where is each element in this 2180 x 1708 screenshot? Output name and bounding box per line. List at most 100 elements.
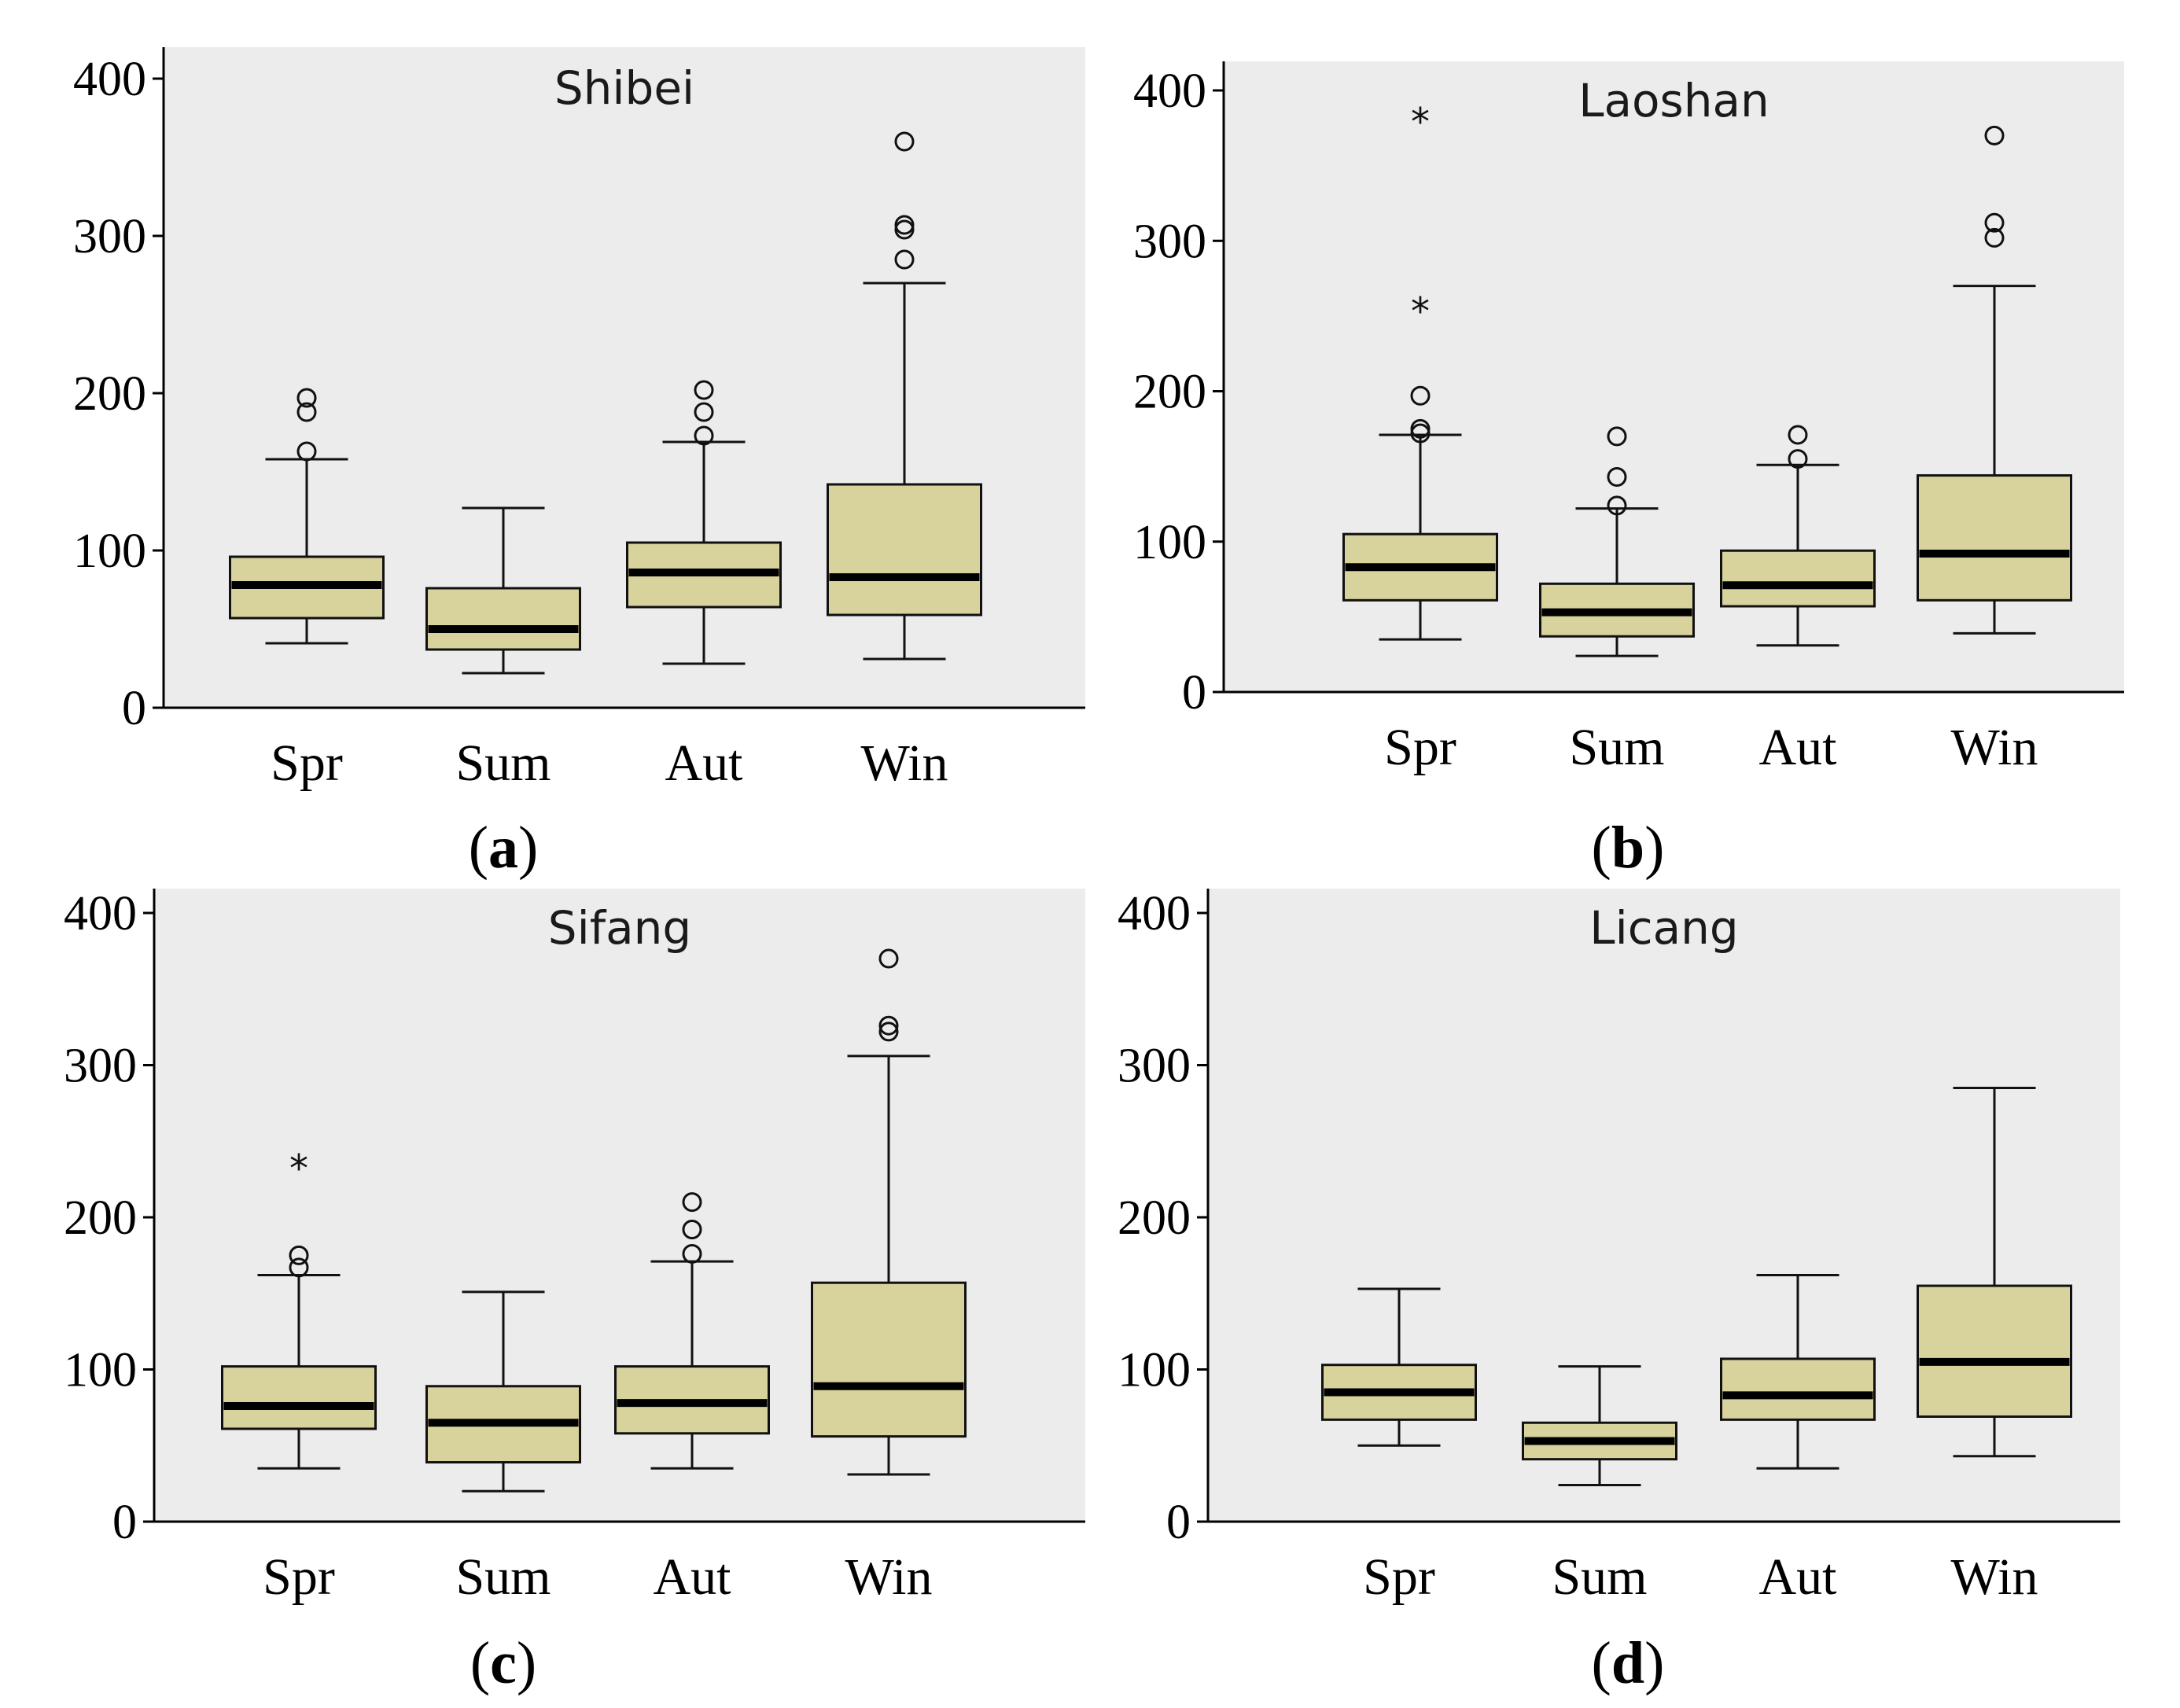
y-tick-label: 300: [1133, 215, 1206, 268]
outlier-point: [894, 249, 915, 270]
box-aut: [1720, 425, 1876, 647]
panel-label-a: (a): [468, 815, 539, 881]
panel-d: Licang 0 100 200 300 400 Spr Sum Aut Win: [1090, 853, 2180, 1702]
box-spr: **: [1342, 100, 1498, 641]
iqr-box: [1720, 549, 1876, 608]
outlier-point: [1984, 227, 2005, 248]
chart-title: Laoshan: [1578, 74, 1769, 127]
iqr-box: [425, 587, 581, 651]
iqr-box: [1917, 474, 2072, 602]
x-tick-label: Sum: [1569, 719, 1664, 776]
x-tick-label: Spr: [1363, 1548, 1435, 1606]
x-tick-label: Aut: [665, 734, 743, 792]
y-tick-label: 400: [73, 53, 146, 106]
outlier-point: [296, 441, 317, 462]
outlier-point: [878, 948, 899, 969]
panel-a: Shibei 0 100 200 300 400 Spr Sum Aut Win: [0, 0, 1090, 849]
outlier-point: [878, 1021, 899, 1042]
outlier-point: [878, 1015, 899, 1036]
panel-label-d: (d): [1591, 1630, 1665, 1696]
outlier-point: [1607, 495, 1627, 516]
box-win: [1917, 125, 2072, 635]
box-win: [811, 948, 967, 1476]
x-tick-label: Aut: [654, 1548, 731, 1606]
box-aut: [614, 1192, 770, 1470]
y-tick-label: 400: [1133, 64, 1206, 118]
x-tick-label: Win: [845, 1548, 933, 1606]
box-sum: [1539, 426, 1695, 657]
x-tick-label: Aut: [1759, 1548, 1837, 1606]
y-tick-label: 0: [1182, 666, 1206, 720]
extreme-point: *: [289, 1147, 308, 1191]
y-tick-label: 400: [1118, 887, 1191, 941]
panel-b: Laoshan 0 100 200 300 400 * * Spr Sum Aut Win: [1090, 0, 2180, 849]
outlier-point: [1788, 449, 1808, 469]
y-tick-label: 200: [1133, 366, 1206, 419]
x-tick-label: Spr: [263, 1548, 335, 1606]
outlier-point: [1984, 125, 2005, 145]
outlier-point: [694, 425, 714, 446]
panel-label-c: (c): [470, 1630, 537, 1696]
outlier-point: [894, 215, 915, 235]
chart-title: Licang: [1589, 901, 1738, 955]
y-tick-label: 0: [112, 1496, 137, 1549]
outlier-point: [894, 131, 915, 152]
y-tick-label: 300: [73, 210, 146, 263]
y-tick-label: 300: [64, 1040, 137, 1093]
x-tick-label: Sum: [455, 1548, 551, 1606]
outlier-point: [1607, 426, 1627, 447]
outlier-point: [682, 1219, 702, 1239]
x-tick-label: Sum: [455, 734, 551, 792]
x-tick-label: Sum: [1552, 1548, 1647, 1606]
outlier-point: [289, 1245, 309, 1265]
y-tick-label: 300: [1118, 1040, 1191, 1093]
y-tick-label: 0: [122, 682, 146, 735]
x-tick-label: Win: [1951, 1548, 2038, 1606]
chart-title: Shibei: [554, 61, 694, 115]
iqr-box: [221, 1365, 377, 1430]
x-tick-label: Win: [861, 734, 948, 792]
iqr-box: [1720, 1357, 1876, 1421]
x-tick-label: Aut: [1759, 719, 1837, 776]
outlier-point: [296, 402, 317, 422]
box-sum: [1522, 1365, 1677, 1487]
y-tick-label: 200: [1118, 1191, 1191, 1245]
y-tick-label: 200: [64, 1191, 137, 1245]
box-win: [827, 131, 982, 661]
outlier-point: [682, 1192, 702, 1213]
y-tick-label: 100: [1133, 516, 1206, 569]
y-tick-label: 100: [73, 525, 146, 578]
x-tick-label: Spr: [1384, 719, 1456, 776]
outlier-point: [682, 1243, 702, 1264]
outlier-point: [694, 402, 714, 422]
extreme-point: *: [1411, 289, 1430, 333]
outlier-point: [289, 1257, 309, 1278]
iqr-box: [827, 483, 982, 617]
outlier-point: [1410, 418, 1431, 439]
box-spr: [229, 388, 385, 645]
chart-title: Sifang: [548, 901, 691, 955]
box-spr: [1321, 1287, 1477, 1447]
y-tick-label: 100: [64, 1344, 137, 1397]
x-tick-label: Spr: [271, 734, 343, 792]
panel-label-b: (b): [1591, 815, 1665, 881]
outlier-point: [296, 388, 317, 408]
outlier-point: [1788, 425, 1808, 445]
outlier-point: [1607, 467, 1627, 488]
x-tick-label: Win: [1951, 719, 2038, 776]
box-aut: [626, 380, 782, 665]
chart-a: Shibei 0 100 200 300 400 Spr Sum Aut Win: [73, 47, 1085, 792]
chart-d: Licang 0 100 200 300 400 Spr Sum Aut Win: [1118, 887, 2120, 1606]
outlier-point: [1410, 385, 1431, 406]
outlier-point: [694, 380, 714, 400]
y-tick-label: 200: [73, 367, 146, 421]
iqr-box: [811, 1281, 967, 1438]
y-tick-label: 400: [64, 887, 137, 941]
box-aut: [1720, 1274, 1876, 1470]
outlier-point: [1984, 212, 2005, 233]
y-tick-label: 100: [1118, 1344, 1191, 1397]
panel-c: Sifang 0 100 200 300 400 * Spr Sum Aut Win: [0, 853, 1090, 1702]
box-spr: *: [221, 1147, 377, 1470]
extreme-point: *: [1411, 100, 1430, 144]
